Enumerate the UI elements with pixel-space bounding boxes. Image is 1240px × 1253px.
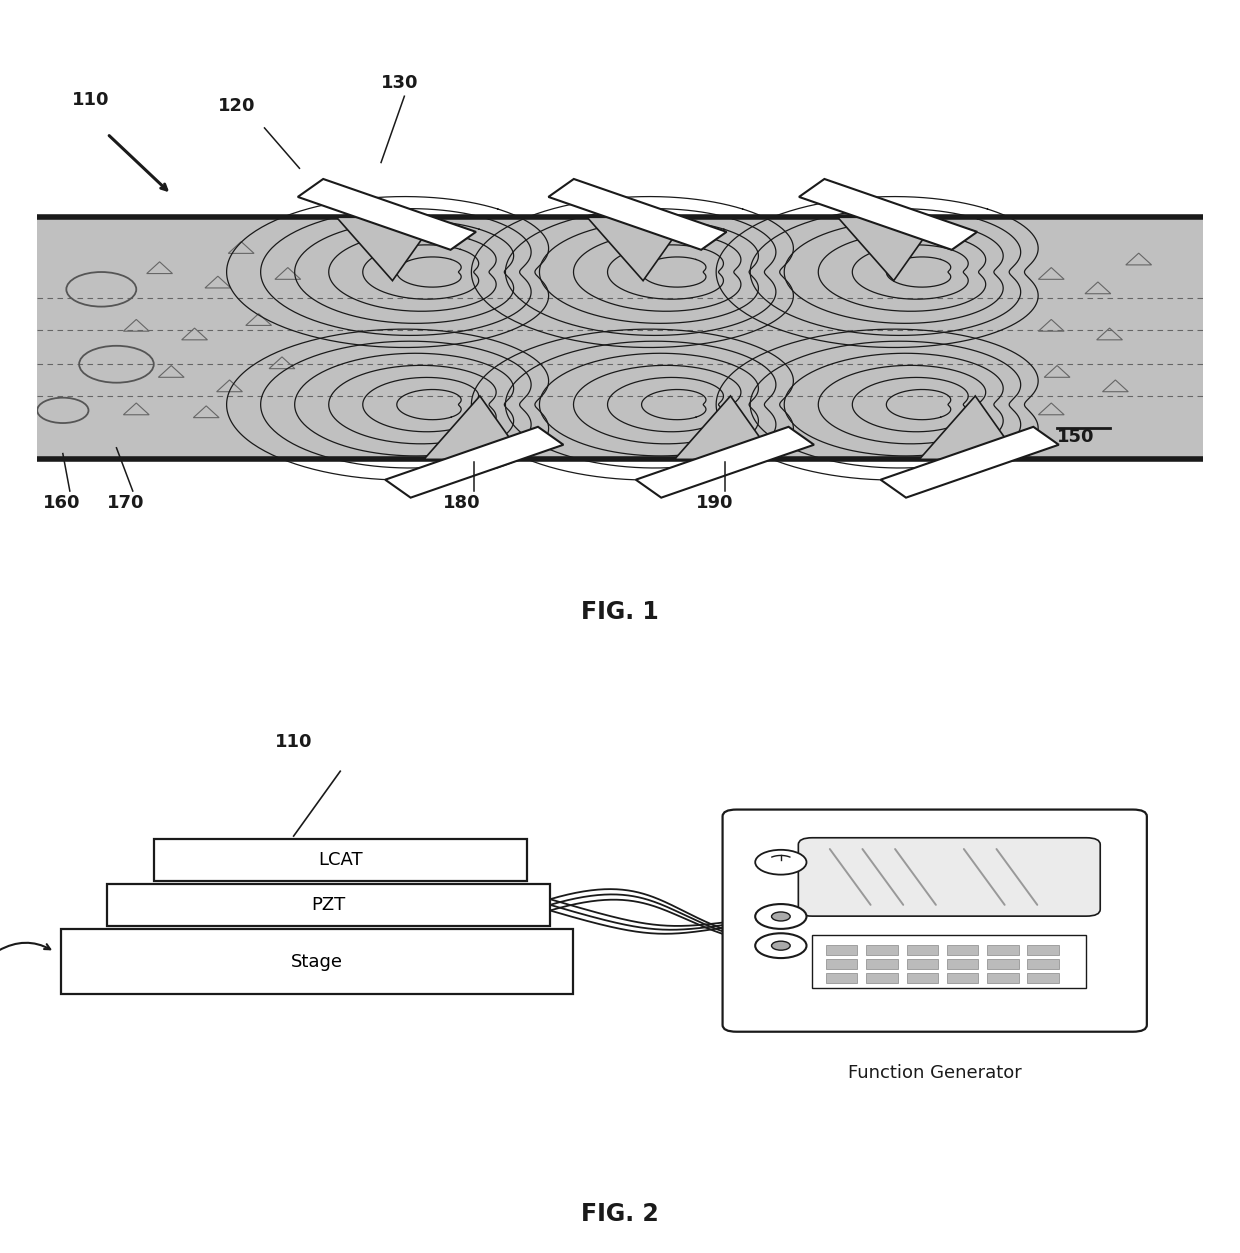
Bar (154, 840, 527, 881)
Text: 110: 110 (275, 733, 312, 752)
Polygon shape (799, 179, 977, 249)
Text: LCAT: LCAT (317, 851, 362, 870)
Text: 180: 180 (443, 495, 480, 512)
Polygon shape (880, 427, 1059, 497)
Polygon shape (298, 179, 476, 249)
Bar (37, 217, 1203, 460)
Bar (826, 972, 857, 984)
Bar (1028, 972, 1059, 984)
FancyBboxPatch shape (723, 809, 1147, 1031)
Text: 110: 110 (72, 91, 109, 109)
Bar (826, 959, 857, 969)
Text: 130: 130 (381, 74, 419, 91)
Bar (867, 959, 898, 969)
Text: 150: 150 (1056, 427, 1095, 446)
Circle shape (755, 933, 806, 959)
Text: 120: 120 (218, 96, 255, 114)
Bar (1028, 959, 1059, 969)
Circle shape (771, 912, 790, 921)
Text: FIG. 1: FIG. 1 (582, 600, 658, 624)
Text: Function Generator: Function Generator (848, 1064, 1022, 1083)
Polygon shape (587, 217, 688, 281)
Bar (987, 972, 1018, 984)
Bar (826, 945, 857, 955)
Circle shape (755, 850, 806, 875)
Bar (867, 972, 898, 984)
Bar (947, 959, 978, 969)
FancyBboxPatch shape (799, 838, 1100, 916)
Bar (867, 945, 898, 955)
Polygon shape (919, 396, 1021, 460)
Polygon shape (636, 427, 813, 497)
Text: PZT: PZT (311, 896, 346, 915)
Bar (61, 928, 573, 994)
Text: 160: 160 (43, 495, 81, 512)
Text: FIG. 2: FIG. 2 (582, 1202, 658, 1225)
Bar (987, 959, 1018, 969)
Polygon shape (548, 179, 727, 249)
Circle shape (771, 941, 790, 950)
Bar (987, 945, 1018, 955)
Bar (947, 945, 978, 955)
Polygon shape (336, 217, 438, 281)
Text: Stage: Stage (291, 952, 343, 971)
Bar (947, 972, 978, 984)
Polygon shape (675, 396, 775, 460)
Polygon shape (838, 217, 939, 281)
Bar (107, 883, 551, 926)
Circle shape (755, 905, 806, 928)
Polygon shape (424, 396, 525, 460)
Text: 170: 170 (107, 495, 145, 512)
Polygon shape (386, 427, 563, 497)
Bar (906, 959, 937, 969)
Bar (1028, 945, 1059, 955)
Bar (812, 935, 1086, 989)
Bar (906, 972, 937, 984)
Text: 190: 190 (696, 495, 733, 512)
Bar (906, 945, 937, 955)
